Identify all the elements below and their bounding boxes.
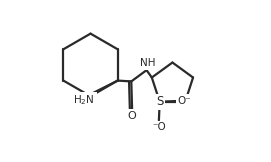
Text: S: S — [156, 95, 163, 108]
Text: O: O — [128, 111, 137, 121]
Text: O⁻: O⁻ — [178, 96, 192, 106]
Text: ⁻O: ⁻O — [152, 122, 166, 133]
Text: H$_2$N: H$_2$N — [73, 93, 95, 107]
Text: NH: NH — [140, 58, 155, 68]
